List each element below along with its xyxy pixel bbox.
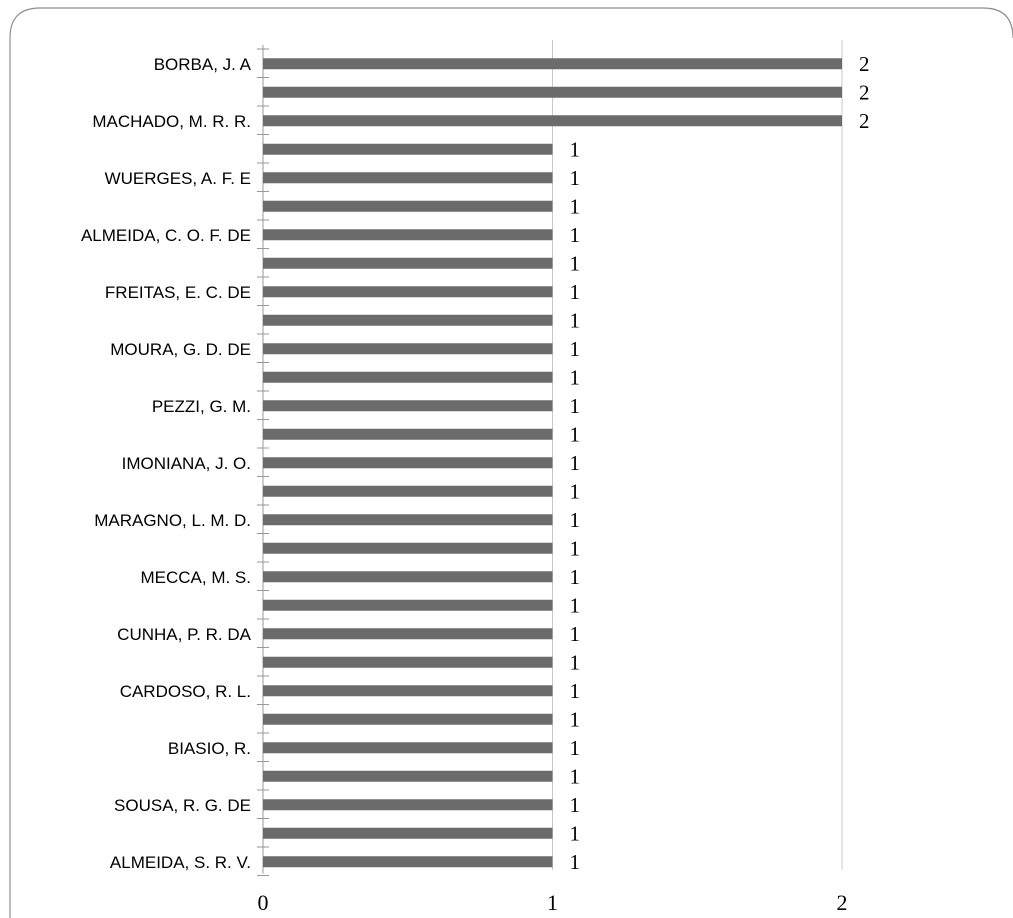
bar (263, 485, 553, 497)
bar (263, 742, 553, 754)
bar (263, 343, 553, 355)
bar (263, 229, 553, 241)
bar (263, 656, 553, 668)
category-label: FREITAS, E. C. DE (105, 283, 251, 302)
bar (263, 172, 553, 184)
bar (263, 571, 553, 583)
bar (263, 514, 553, 526)
data-label: 1 (570, 223, 581, 247)
bar (263, 257, 553, 269)
category-label: WUERGES, A. F. E (105, 169, 251, 188)
x-tick-label: 2 (837, 890, 848, 915)
data-label: 1 (570, 650, 581, 674)
category-label: SOUSA, R. G. DE (114, 796, 251, 815)
bar (263, 314, 553, 326)
data-label: 1 (570, 137, 581, 161)
bar (263, 143, 553, 155)
bar (263, 856, 553, 868)
x-tick-label: 0 (258, 890, 269, 915)
category-label: BIASIO, R. (168, 739, 251, 758)
data-label: 1 (570, 793, 581, 817)
bar (263, 770, 553, 782)
data-label: 1 (570, 337, 581, 361)
chart-frame (9, 7, 1013, 918)
data-label: 1 (570, 593, 581, 617)
data-label: 1 (570, 479, 581, 503)
data-label: 1 (570, 394, 581, 418)
bar (263, 371, 553, 383)
data-label: 1 (570, 422, 581, 446)
category-label: CARDOSO, R. L. (120, 682, 251, 701)
data-label: 1 (570, 821, 581, 845)
data-label: 1 (570, 308, 581, 332)
bar (263, 428, 553, 440)
bar (263, 542, 553, 554)
data-label: 1 (570, 508, 581, 532)
data-label: 1 (570, 565, 581, 589)
bar (263, 685, 553, 697)
bar (263, 286, 553, 298)
data-label: 1 (570, 194, 581, 218)
category-label: MECCA, M. S. (140, 568, 251, 587)
data-label: 1 (570, 166, 581, 190)
data-label: 1 (570, 622, 581, 646)
bar (263, 86, 842, 98)
bar (263, 400, 553, 412)
data-label: 1 (570, 850, 581, 874)
bar (263, 799, 553, 811)
bar (263, 58, 842, 70)
bar (263, 115, 842, 127)
category-label: ALMEIDA, S. R. V. (110, 853, 251, 872)
data-label: 2 (859, 52, 870, 76)
data-label: 1 (570, 280, 581, 304)
category-label: MARAGNO, L. M. D. (94, 511, 251, 530)
category-label: PEZZI, G. M. (152, 397, 251, 416)
data-label: 2 (859, 80, 870, 104)
bar (263, 827, 553, 839)
category-label: IMONIANA, J. O. (122, 454, 251, 473)
data-label: 1 (570, 736, 581, 760)
bar (263, 457, 553, 469)
data-label: 1 (570, 536, 581, 560)
bar (263, 200, 553, 212)
data-label: 1 (570, 365, 581, 389)
category-label: BORBA, J. A (154, 55, 252, 74)
x-tick-label: 1 (547, 890, 558, 915)
category-label: MACHADO, M. R. R. (92, 112, 251, 131)
data-label: 1 (570, 764, 581, 788)
data-label: 1 (570, 707, 581, 731)
bar (263, 628, 553, 640)
data-label: 1 (570, 679, 581, 703)
category-label: ALMEIDA, C. O. F. DE (81, 226, 251, 245)
data-label: 2 (859, 109, 870, 133)
bar (263, 713, 553, 725)
data-label: 1 (570, 451, 581, 475)
data-label: 1 (570, 251, 581, 275)
category-label: MOURA, G. D. DE (110, 340, 251, 359)
bar (263, 599, 553, 611)
category-label: CUNHA, P. R. DA (117, 625, 251, 644)
